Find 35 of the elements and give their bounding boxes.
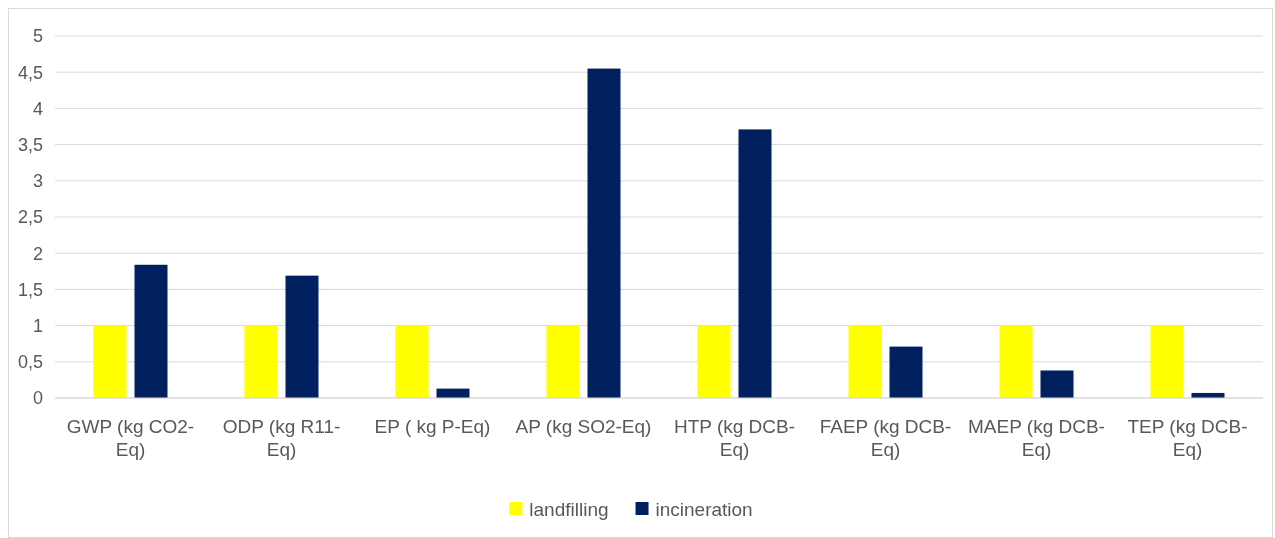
bar [134,264,168,398]
x-tick-label: FAEP (kg DCB-Eq) [819,416,952,460]
y-tick-label: 4 [32,98,43,119]
y-tick-label: 0,5 [17,352,43,373]
bar [697,325,731,398]
x-tick-label: MAEP (kg DCB-Eq) [968,416,1105,460]
x-tick-label: TEP (kg DCB-Eq) [1127,416,1248,460]
x-tick-label: GWP (kg CO2-Eq) [66,416,195,460]
bar [395,325,429,398]
y-tick-label: 0 [32,388,43,409]
bar [999,325,1033,398]
bar [1150,325,1184,398]
x-tick-label: ODP (kg R11-Eq) [222,416,341,460]
y-tick-label: 2 [32,243,43,264]
y-tick-label: 1 [32,315,43,336]
y-tick-label: 4,5 [17,62,43,83]
bar [285,275,319,398]
bar [244,325,278,398]
y-tick-label: 3 [32,171,43,192]
bar [1040,370,1074,398]
x-tick-label: AP (kg SO2-Eq) [515,416,652,437]
bar [848,325,882,398]
y-tick-label: 5 [32,26,43,47]
bar [93,325,127,398]
legend-label: incineration [655,498,753,520]
legend-label: landfilling [529,498,609,520]
bar [738,129,772,398]
y-tick-label: 2,5 [17,207,43,228]
y-tick-label: 3,5 [17,134,43,155]
x-tick-label: EP ( kg P-Eq) [374,416,491,437]
y-tick-label: 1,5 [17,279,43,300]
bar [889,346,923,398]
bar [546,325,580,398]
bar [587,68,621,398]
x-tick-label: HTP (kg DCB-Eq) [673,416,796,460]
